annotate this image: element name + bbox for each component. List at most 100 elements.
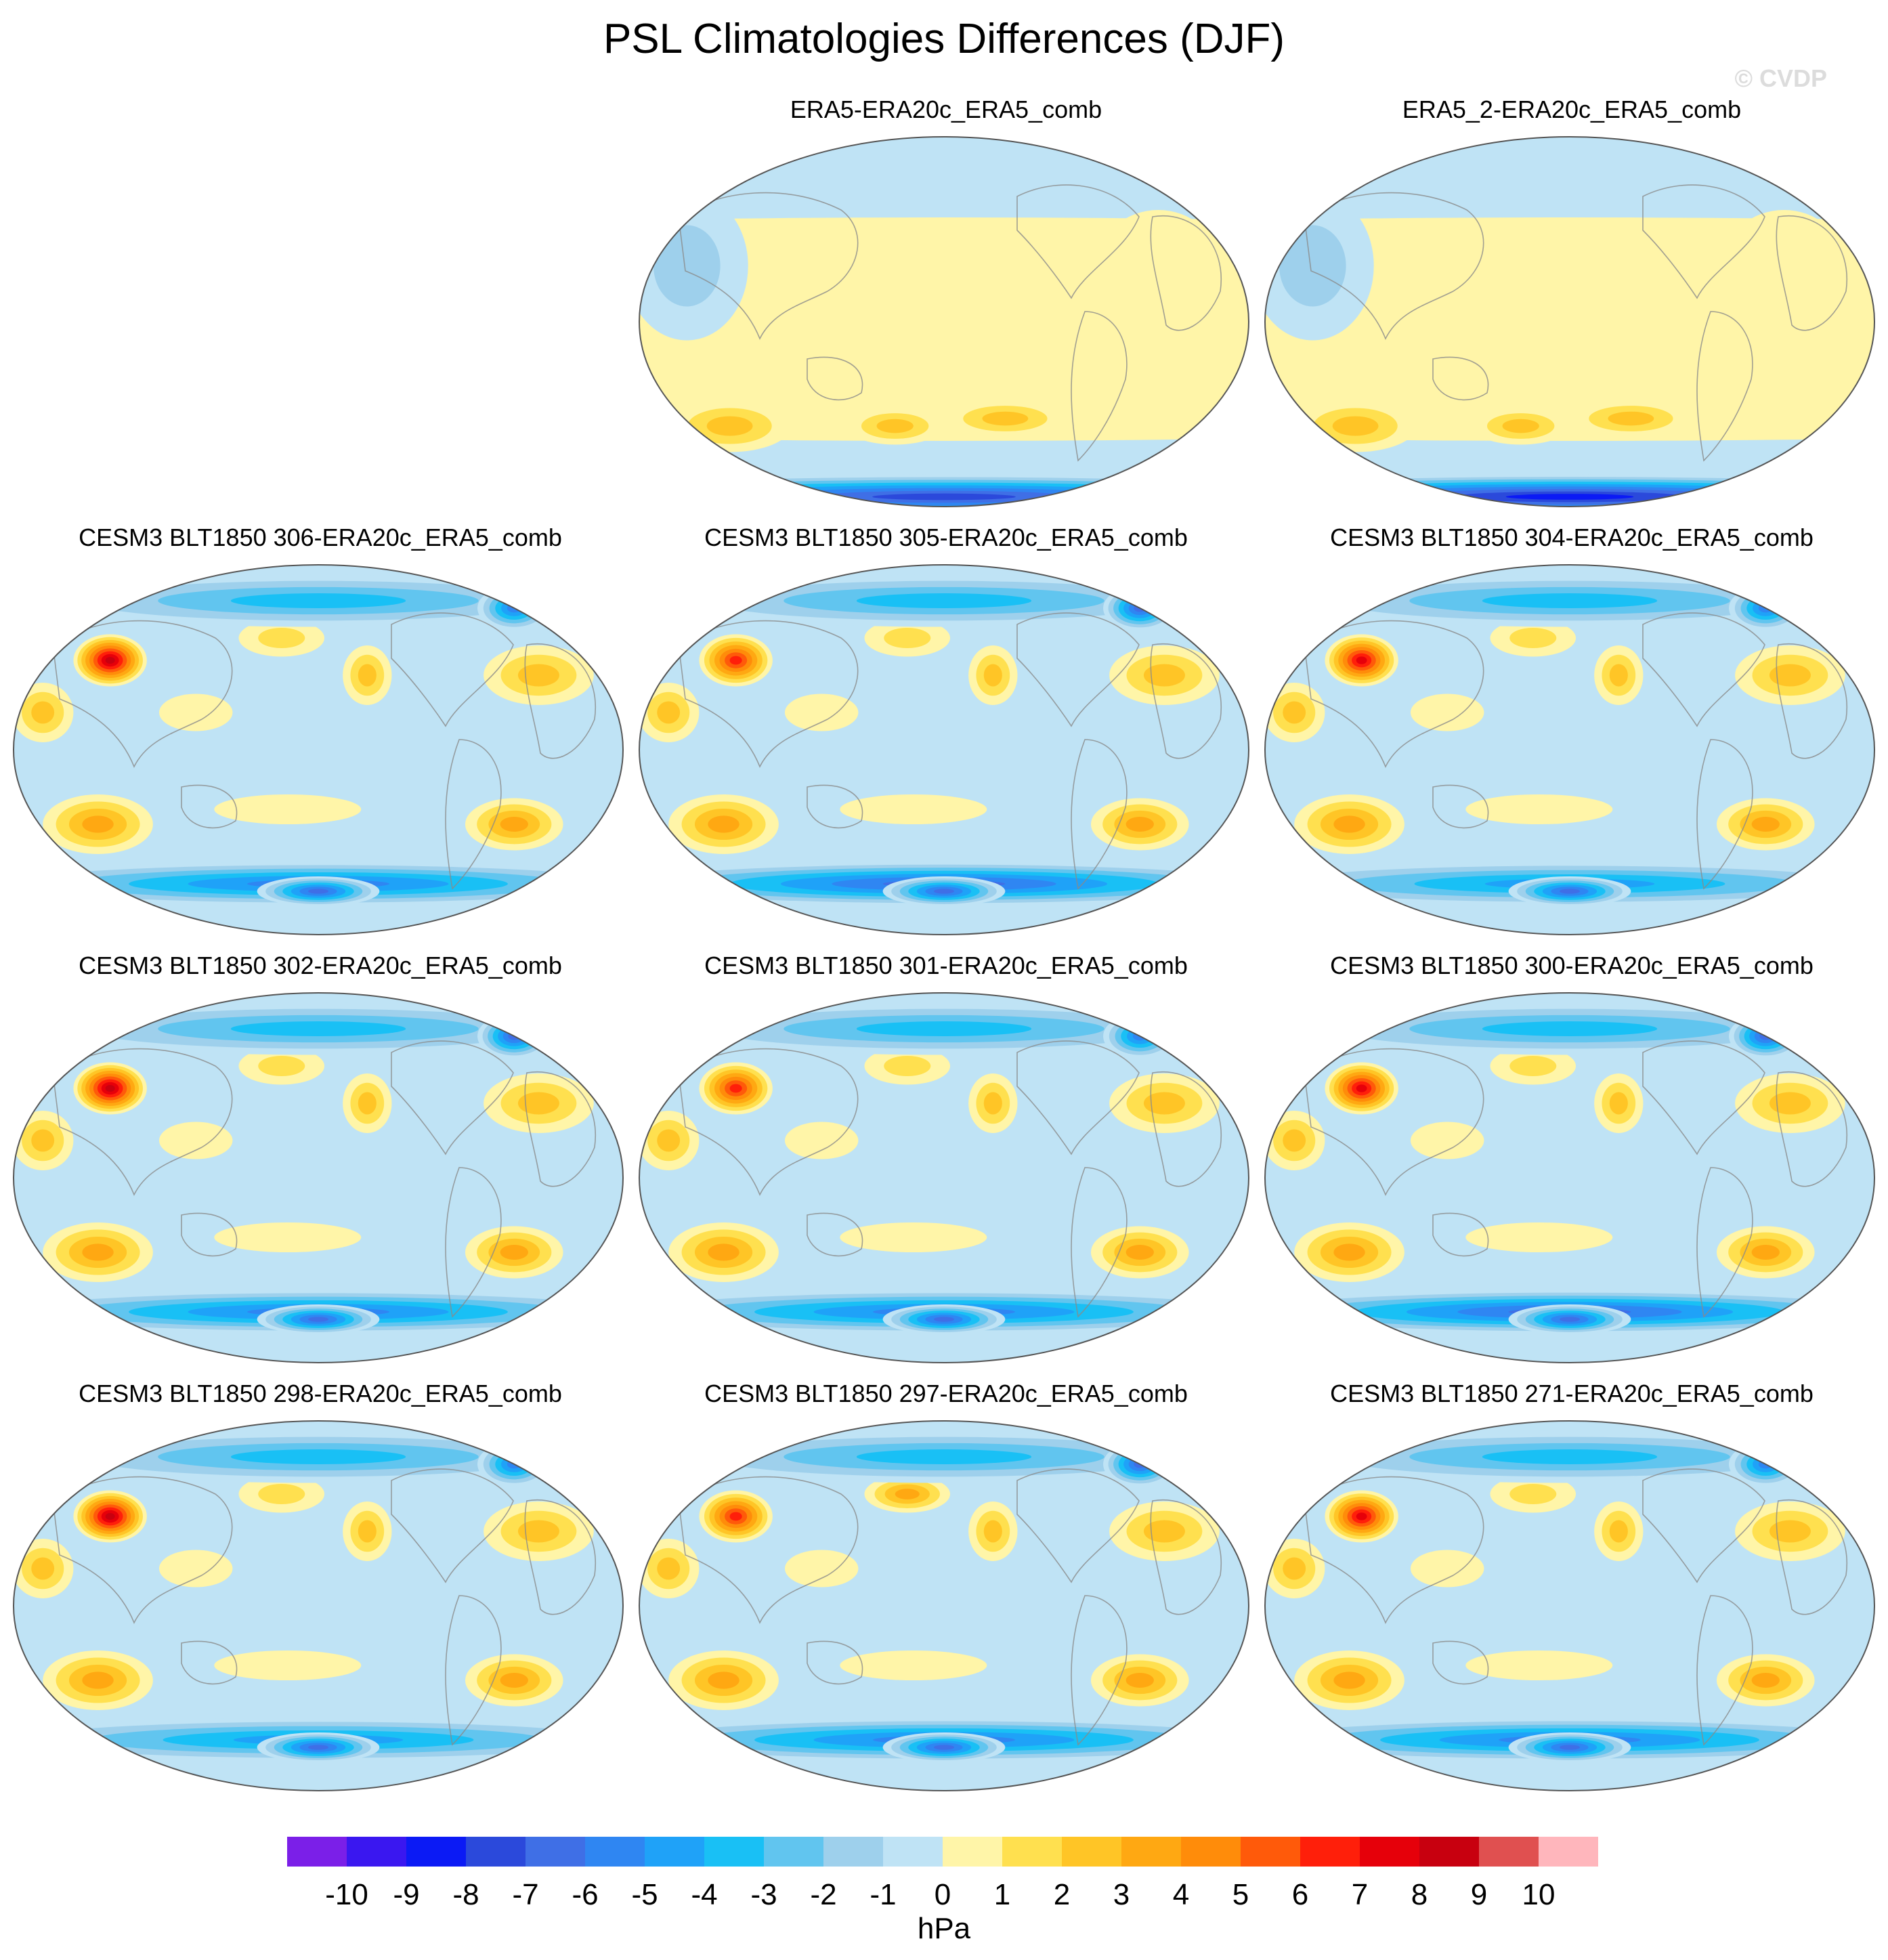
coastline xyxy=(524,1499,597,1615)
anomaly-contour xyxy=(1723,210,1845,322)
map-plot xyxy=(13,992,624,1363)
anomaly-contour xyxy=(856,593,1032,608)
coastline xyxy=(1776,215,1848,331)
anomaly-contour xyxy=(1386,1346,1448,1360)
anomaly-contour xyxy=(1509,628,1557,648)
colorbar-tick-label: -10 xyxy=(325,1878,368,1911)
coastline xyxy=(391,612,514,727)
colorbar-swatch xyxy=(1181,1837,1241,1867)
coastline xyxy=(807,356,863,401)
map-border xyxy=(1264,564,1875,935)
anomaly-contour xyxy=(122,1771,209,1791)
anomaly-contour xyxy=(884,628,931,648)
coastline xyxy=(1150,643,1222,759)
anomaly-contour xyxy=(1509,1056,1557,1076)
coastline xyxy=(1642,1468,1765,1583)
colorbar-tick-label: -6 xyxy=(572,1878,598,1911)
coastline xyxy=(1016,1040,1140,1155)
colorbar-swatch xyxy=(1241,1837,1300,1867)
coastline xyxy=(52,620,233,768)
anomaly-contour xyxy=(31,701,55,724)
anomaly-contour xyxy=(1283,1557,1306,1580)
colorbar-tick-label: 9 xyxy=(1471,1878,1487,1911)
coastline xyxy=(678,1048,859,1196)
colorbar-tick-label: -8 xyxy=(452,1878,479,1911)
coastline xyxy=(1432,1212,1489,1257)
anomaly-contour xyxy=(784,694,859,731)
coastline xyxy=(391,1040,514,1155)
anomaly-contour xyxy=(230,1449,406,1464)
anomaly-contour xyxy=(760,1346,822,1360)
colorbar-tick-label: -1 xyxy=(870,1878,896,1911)
colorbar-swatch xyxy=(406,1837,466,1867)
map-plot xyxy=(1264,1420,1875,1791)
anomaly-contour xyxy=(307,889,329,894)
anomaly-contour xyxy=(1769,664,1811,687)
map-border xyxy=(1264,136,1875,507)
anomaly-contour xyxy=(1125,1673,1154,1688)
coastline xyxy=(1071,739,1128,890)
anomaly-contour xyxy=(706,416,753,436)
colorbar-swatch xyxy=(1002,1837,1062,1867)
anomaly-contour xyxy=(1609,1520,1628,1543)
anomaly-contour xyxy=(116,914,215,935)
panel-title: ERA5_2-ERA20c_ERA5_comb xyxy=(1402,95,1742,123)
anomaly-contour xyxy=(1409,922,1424,927)
anomaly-contour xyxy=(158,1122,233,1159)
colorbar-tick-label: 8 xyxy=(1411,1878,1428,1911)
anomaly-contour xyxy=(1559,1317,1581,1322)
map-border xyxy=(1264,992,1875,1363)
anomaly-contour xyxy=(82,815,114,833)
anomaly-contour xyxy=(128,1772,202,1789)
anomaly-contour xyxy=(784,1350,798,1355)
anomaly-contour xyxy=(729,1084,742,1093)
coastline xyxy=(1304,1048,1484,1196)
anomaly-contour xyxy=(500,1245,528,1260)
anomaly-contour xyxy=(1332,416,1379,436)
anomaly-contour xyxy=(1559,889,1581,894)
anomaly-contour xyxy=(1769,1092,1811,1115)
anomaly-contour xyxy=(708,815,739,833)
anomaly-contour xyxy=(134,918,196,932)
anomaly-contour xyxy=(1283,1129,1306,1152)
map-border xyxy=(13,564,624,935)
map-panel: CESM3 BLT1850 302-ERA20c_ERA5_comb xyxy=(12,951,628,1364)
anomaly-contour xyxy=(1391,1347,1442,1359)
map-panel: CESM3 BLT1850 298-ERA20c_ERA5_comb xyxy=(12,1379,628,1792)
anomaly-contour xyxy=(1465,1650,1613,1680)
coastline xyxy=(445,1167,502,1318)
map-panel: ERA5_2-ERA20c_ERA5_comb xyxy=(1264,95,1880,508)
anomaly-contour xyxy=(771,1776,811,1785)
anomaly-contour xyxy=(1125,817,1154,832)
colorbar-swatch xyxy=(347,1837,406,1867)
map-panel: CESM3 BLT1850 271-ERA20c_ERA5_comb xyxy=(1264,1379,1880,1792)
coastline xyxy=(1696,311,1753,462)
anomaly-contour xyxy=(128,916,202,933)
map-border xyxy=(639,1420,1249,1791)
anomaly-contour xyxy=(777,1350,804,1356)
map-border xyxy=(1264,1420,1875,1791)
anomaly-contour xyxy=(258,1484,305,1504)
anomaly-contour xyxy=(983,1092,1002,1115)
anomaly-contour xyxy=(158,694,233,731)
anomaly-contour xyxy=(657,1129,681,1152)
anomaly-contour xyxy=(983,664,1002,687)
anomaly-contour xyxy=(1397,1776,1436,1785)
anomaly-contour xyxy=(122,915,209,935)
colorbar-swatch xyxy=(466,1837,525,1867)
map-plot xyxy=(1264,136,1875,507)
anomaly-contour xyxy=(1403,1350,1430,1356)
anomaly-contour xyxy=(765,919,817,931)
anomaly-contour xyxy=(982,411,1029,426)
map-plot xyxy=(639,136,1249,507)
anomaly-contour xyxy=(116,1342,215,1363)
anomaly-contour xyxy=(214,1650,362,1680)
anomaly-contour xyxy=(1769,1520,1811,1543)
anomaly-contour xyxy=(777,922,804,928)
colorbar-swatch xyxy=(1419,1837,1479,1867)
anomaly-contour xyxy=(1367,1342,1466,1363)
panel-title: CESM3 BLT1850 297-ERA20c_ERA5_comb xyxy=(704,1380,1188,1407)
anomaly-contour xyxy=(358,1520,377,1543)
anomaly-contour xyxy=(657,701,681,724)
map-panel: CESM3 BLT1850 306-ERA20c_ERA5_comb xyxy=(12,523,628,936)
